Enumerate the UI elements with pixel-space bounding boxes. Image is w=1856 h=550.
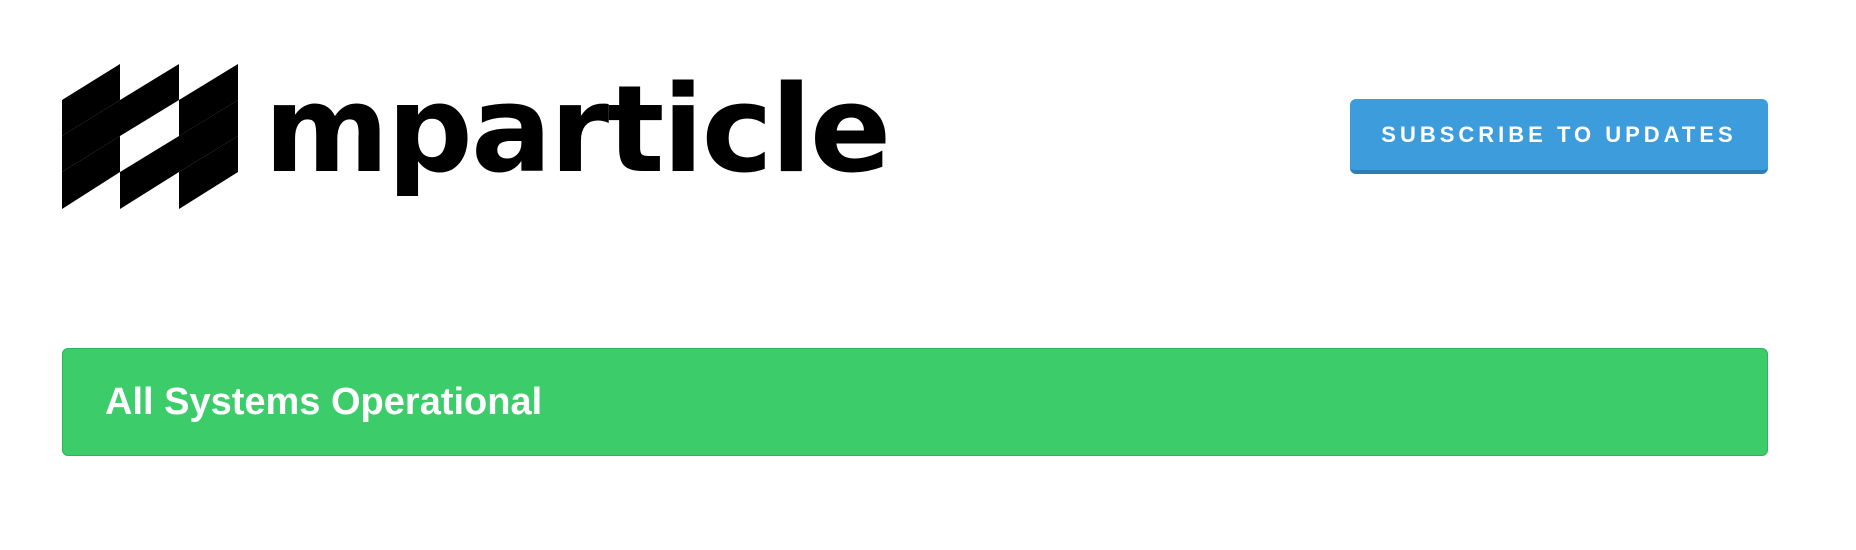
logo-wordmark: mparticle (264, 60, 891, 200)
mparticle-logo-icon (62, 64, 238, 209)
subscribe-to-updates-button[interactable]: SUBSCRIBE TO UPDATES (1350, 99, 1768, 174)
status-text: All Systems Operational (105, 380, 543, 423)
brand-logo[interactable]: mparticle (62, 60, 891, 209)
status-banner: All Systems Operational (62, 348, 1768, 456)
page-header: mparticle SUBSCRIBE TO UPDATES (62, 64, 1768, 209)
